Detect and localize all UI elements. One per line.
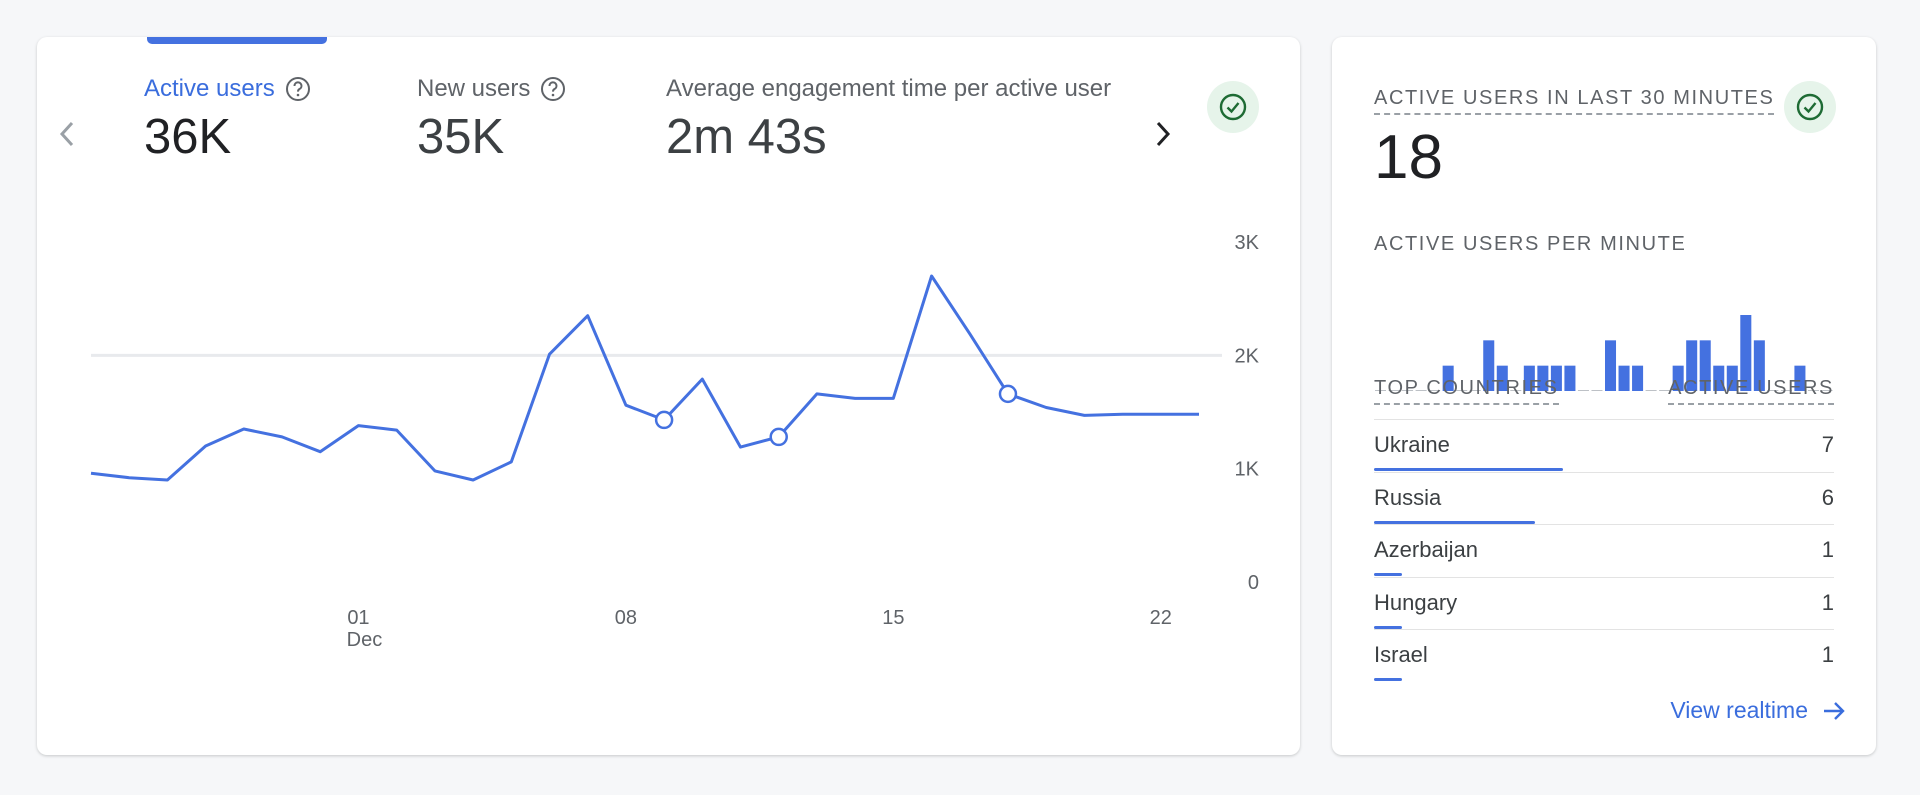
minute-bar-empty <box>1645 390 1657 391</box>
country-value: 6 <box>1821 484 1834 510</box>
minute-bar-empty <box>1388 390 1400 391</box>
x-tick-label: 15 <box>882 607 904 629</box>
country-share-bar <box>1374 678 1402 681</box>
y-tick-label: 0 <box>1248 572 1259 594</box>
data-point-marker[interactable] <box>769 427 788 447</box>
country-value: 1 <box>1821 642 1834 667</box>
minute-bar[interactable] <box>1699 340 1711 391</box>
series-line <box>90 274 1199 482</box>
x-tick-label: 01 <box>347 607 369 629</box>
metric-label: Active users <box>144 75 275 102</box>
minute-bar[interactable] <box>1605 340 1617 391</box>
active-users-chart-card: Active users 36K New users 35K Average e… <box>37 37 1300 755</box>
country-row[interactable]: Azerbaijan 1 <box>1374 524 1834 577</box>
minute-bar[interactable] <box>1564 365 1576 391</box>
minute-bar[interactable] <box>1672 365 1684 391</box>
per-minute-title: ACTIVE USERS PER MINUTE <box>1374 233 1687 255</box>
minute-bar-empty <box>1469 390 1481 391</box>
data-point-marker[interactable] <box>998 384 1018 404</box>
country-name: Azerbaijan <box>1374 537 1478 562</box>
minute-bar-empty <box>1415 390 1427 391</box>
minute-bar-empty <box>1767 390 1779 391</box>
country-name: Israel <box>1374 642 1428 667</box>
country-row[interactable]: Russia 6 <box>1374 471 1834 525</box>
minute-bar-empty <box>1456 390 1468 391</box>
minute-bar[interactable] <box>1632 365 1644 391</box>
country-row[interactable]: Ukraine 7 <box>1374 419 1834 472</box>
country-value: 1 <box>1821 537 1834 562</box>
realtime-title[interactable]: ACTIVE USERS IN LAST 30 MINUTES <box>1374 87 1775 115</box>
minute-bar-empty <box>1659 390 1671 391</box>
minute-bar[interactable] <box>1753 340 1765 391</box>
country-name: Hungary <box>1374 589 1458 615</box>
minute-bar[interactable] <box>1686 340 1698 391</box>
metric-tab-engagement-time[interactable]: Average engagement time per active user … <box>666 75 1132 162</box>
chevron-right-icon[interactable] <box>1143 111 1183 157</box>
country-row[interactable]: Israel 1 <box>1374 629 1834 682</box>
country-share-bar <box>1374 625 1402 629</box>
check-circle-icon <box>1207 81 1259 133</box>
y-tick-label: 2K <box>1235 345 1260 367</box>
view-realtime-link[interactable]: View realtime <box>1670 697 1846 724</box>
realtime-count: 18 <box>1374 123 1443 192</box>
country-name: Ukraine <box>1374 432 1450 457</box>
x-tick-label: 22 <box>1150 607 1172 629</box>
minute-bar[interactable] <box>1523 365 1535 391</box>
minute-bar[interactable] <box>1537 365 1549 391</box>
active-metric-indicator <box>147 37 327 44</box>
minute-bar[interactable] <box>1794 365 1806 391</box>
country-share-bar <box>1374 468 1563 471</box>
country-row[interactable]: Hungary 1 <box>1374 576 1834 630</box>
realtime-card: ACTIVE USERS IN LAST 30 MINUTES 18 ACTIV… <box>1332 37 1876 755</box>
minute-bar-empty <box>1510 390 1522 391</box>
minute-bar[interactable] <box>1496 365 1508 391</box>
metric-value: 36K <box>144 110 232 164</box>
arrow-right-icon <box>1824 701 1845 720</box>
country-name: Russia <box>1374 484 1442 510</box>
minute-bar-empty <box>1780 390 1792 391</box>
y-tick-label: 3K <box>1235 232 1260 254</box>
metric-tab-new-users[interactable]: New users 35K <box>417 75 566 162</box>
country-share-bar <box>1374 520 1535 524</box>
minute-bar[interactable] <box>1726 365 1738 391</box>
country-value: 1 <box>1821 589 1834 615</box>
minute-bar[interactable] <box>1713 365 1725 391</box>
minute-bar[interactable] <box>1550 365 1562 391</box>
country-share-bar <box>1374 573 1402 576</box>
view-realtime-label: View realtime <box>1670 697 1808 723</box>
minute-bar[interactable] <box>1618 365 1630 391</box>
minute-bar-empty <box>1429 390 1441 391</box>
metric-value: 35K <box>417 110 505 164</box>
metric-value: 2m 43s <box>666 110 827 164</box>
x-tick-sublabel: Dec <box>347 629 383 651</box>
minute-bar[interactable] <box>1483 340 1495 391</box>
metric-label: Average engagement time per active user <box>666 75 1112 102</box>
check-circle-icon <box>1784 81 1836 133</box>
minute-bar-empty <box>1821 390 1833 391</box>
x-tick-label: 08 <box>615 607 637 629</box>
per-minute-bar-chart <box>1375 315 1833 391</box>
active-users-header[interactable]: ACTIVE USERS <box>1668 377 1834 405</box>
minute-bar[interactable] <box>1740 315 1752 391</box>
minute-bar-empty <box>1591 390 1603 391</box>
help-circle-icon[interactable] <box>540 76 566 102</box>
chevron-left-icon[interactable] <box>47 111 87 157</box>
minute-bar-empty <box>1807 390 1819 391</box>
metric-tab-active-users[interactable]: Active users 36K <box>144 75 311 162</box>
minute-bar-empty <box>1375 390 1387 391</box>
minute-bar-empty <box>1402 390 1414 391</box>
minute-bar-empty <box>1577 390 1589 391</box>
top-countries-header[interactable]: TOP COUNTRIES <box>1374 377 1559 405</box>
y-tick-label: 1K <box>1235 459 1260 481</box>
metric-label: New users <box>417 75 531 102</box>
help-circle-icon[interactable] <box>285 76 311 102</box>
minute-bar[interactable] <box>1442 365 1454 391</box>
data-point-marker[interactable] <box>654 410 674 430</box>
country-value: 7 <box>1821 432 1834 457</box>
